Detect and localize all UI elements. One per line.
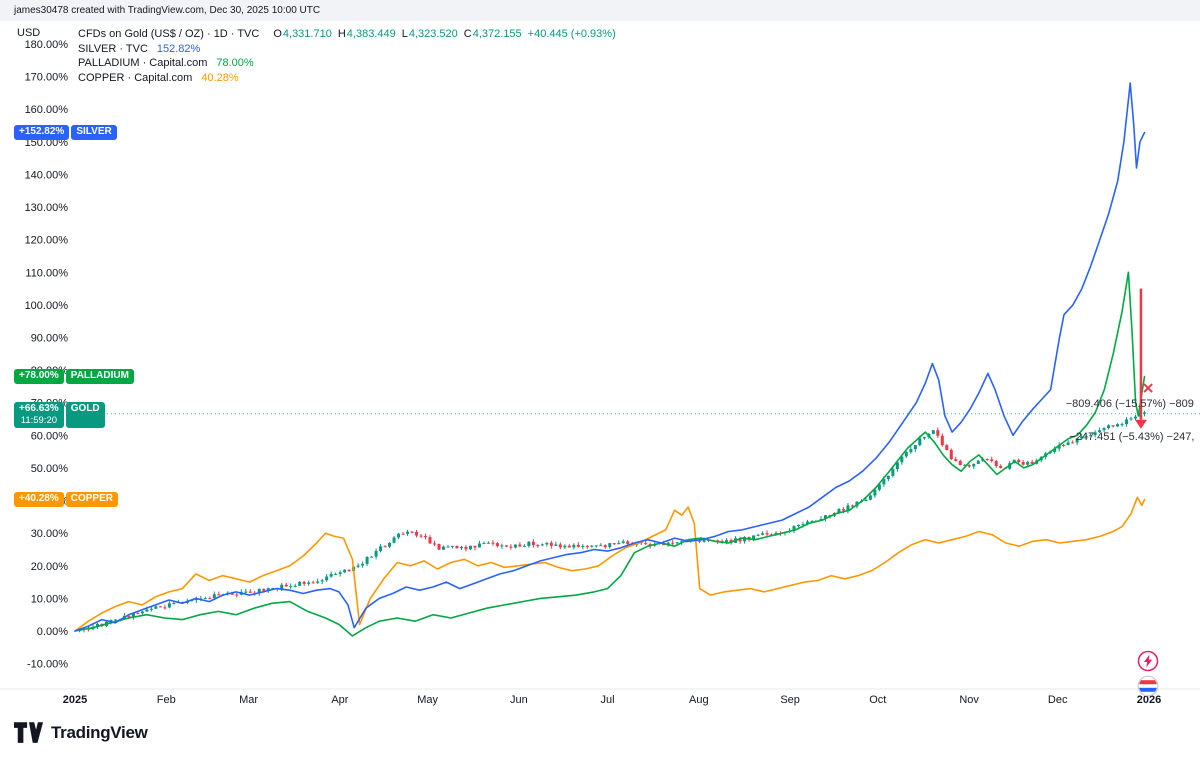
down-arrow-head [1134,419,1147,429]
price-value-pill: +66.63% 11:59:20 [14,401,64,428]
magnet-stripes-icon[interactable] [1137,675,1159,697]
x-axis-label: Sep [780,694,800,706]
y-axis-label: 120.00% [25,235,69,247]
silver-title: SILVER · TVC [78,42,148,55]
legend-symbol-title: CFDs on Gold (US$ / OZ) · 1D · TVC [78,28,260,40]
ohlc-high-value: 4,383.449 [346,28,396,40]
ohlc-open-value: 4,331.710 [282,28,332,40]
palladium-change: 78.00% [216,57,254,69]
price-label-copper[interactable]: +40.28% COPPER [14,491,118,507]
x-axis-label: Nov [959,694,979,706]
measure-label[interactable]: −247.451 (−5.43%) −247, [1069,430,1195,443]
legend-row-palladium[interactable]: PALLADIUM · Capital.com 78.00% [78,56,616,71]
annotation-overlays: −809.406 (−15.57%) −809 −247.451 (−5.43%)… [1065,398,1195,443]
attribution-bar: james30478 created with TradingView.com,… [0,0,1200,21]
tradingview-logo-icon [14,722,44,743]
x-axis-label: Aug [689,694,709,706]
y-axis-label: 100.00% [25,300,69,312]
gold-candles[interactable] [77,410,1147,633]
legend: CFDs on Gold (US$ / OZ) · 1D · TVC O4,331… [78,27,616,85]
y-axis-label: -10.00% [27,659,68,671]
ohlc-low-value: 4,323.520 [408,28,458,40]
measure-label[interactable]: −809.406 (−15.57%) −809 [1065,398,1194,411]
x-axis-label: Dec [1048,694,1068,706]
attribution-text: james30478 created with TradingView.com,… [14,5,321,16]
y-axis-label: 180.00% [25,39,69,51]
price-value-pill: +40.28% [14,491,64,507]
series-name-pill: GOLD [65,401,105,428]
ohlc-close-label: C [463,28,472,40]
copper-title: COPPER · Capital.com [78,71,193,84]
price-scale-currency[interactable]: USD [17,27,41,39]
y-axis-label: 110.00% [25,267,68,279]
x-axis-label: Feb [157,694,176,706]
y-axis-label: 20.00% [31,561,69,573]
y-axis-label: 130.00% [25,202,69,214]
y-axis-label: 170.00% [25,72,69,84]
price-value-pill: +152.82% [14,124,70,140]
ohlc-close-value: 4,372.155 [472,28,522,40]
ohlc-open-label: O [273,28,282,40]
y-axis-label: 140.00% [25,169,69,181]
y-axis-label: 60.00% [31,430,69,442]
x-axis-label: Jun [510,694,528,706]
series-name-pill: COPPER [65,491,118,507]
x-axis-label: Jul [600,694,614,706]
legend-row-gold[interactable]: CFDs on Gold (US$ / OZ) · 1D · TVC O4,331… [78,27,616,42]
chart-side-toolbar [1137,650,1159,697]
y-axis-label: 30.00% [31,528,69,540]
y-axis-label: 90.00% [31,333,69,345]
palladium-title: PALLADIUM · Capital.com [78,57,208,69]
series-name-pill: SILVER [71,124,117,140]
gold-change: +40.445 (+0.93%) [527,28,616,40]
x-axis-label: Apr [331,694,348,706]
x-axis-label: 2025 [63,694,87,706]
x-axis-label: 2026 [1137,694,1161,706]
ohlc-high-label: H [337,28,346,40]
footer-brand[interactable]: TradingView [14,722,148,743]
price-chart[interactable]: 180.00% 170.00% 160.00% 150.00% 140.00% 130.0… [0,0,1200,712]
copper-line[interactable] [74,496,1146,632]
legend-row-copper[interactable]: COPPER · Capital.com 40.28% [78,71,616,86]
x-axis-label: Oct [869,694,886,706]
silver-line[interactable] [74,82,1146,632]
price-label-palladium[interactable]: +78.00% PALLADIUM [14,368,134,384]
copper-change: 40.28% [201,71,239,84]
price-value-pill: +78.00% [14,368,64,384]
tradingview-logo-text: TradingView [51,722,148,742]
price-label-silver[interactable]: +152.82% SILVER [14,124,117,140]
silver-change: 152.82% [156,42,201,55]
y-axis-label: 150.00% [25,137,69,149]
palladium-line[interactable] [74,271,1146,637]
y-axis-label: 50.00% [31,463,69,475]
x-axis-label: May [417,694,438,706]
y-axis-label: 160.00% [25,104,69,116]
boost-lightning-icon[interactable] [1137,650,1159,672]
price-label-gold[interactable]: +66.63% 11:59:20 GOLD [14,401,105,428]
x-axis-label: Mar [239,694,258,706]
bar-countdown: 11:59:20 [20,414,58,426]
y-axis-label: 0.00% [37,626,68,638]
y-axis-label: 10.00% [31,593,69,605]
ohlc-low-label: L [401,28,408,40]
cross-marker-icon[interactable] [1143,383,1153,393]
series-name-pill: PALLADIUM [65,368,134,384]
legend-row-silver[interactable]: SILVER · TVC 152.82% [78,42,616,57]
